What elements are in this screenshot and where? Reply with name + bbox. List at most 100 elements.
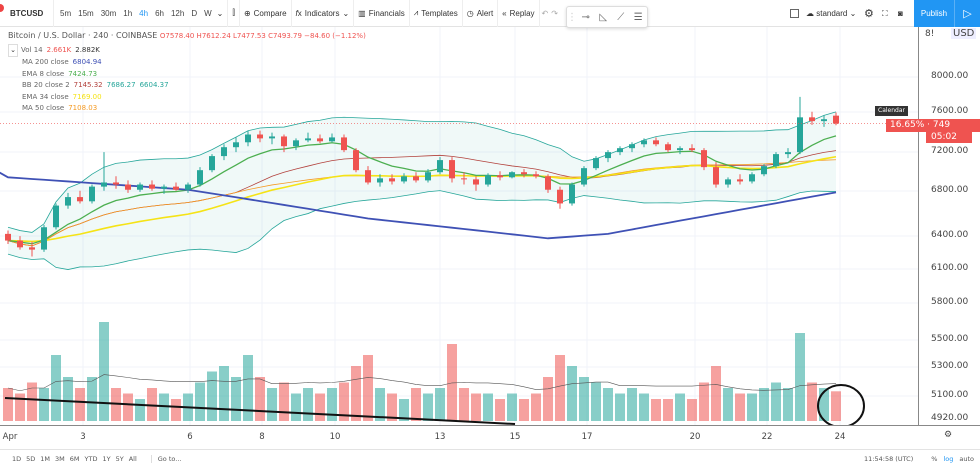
candle-body — [461, 178, 467, 180]
chart-type-button[interactable]: ⫿ — [228, 0, 240, 27]
interval-15m[interactable]: 15m — [78, 8, 94, 18]
publish-button[interactable]: Publish — [914, 0, 954, 27]
candle-body — [65, 197, 71, 206]
fib-icon[interactable]: ☰ — [633, 11, 643, 23]
candle-body — [5, 233, 11, 241]
symbol-search[interactable]: BTCUSD — [0, 0, 54, 27]
candle-body — [593, 158, 599, 169]
indicator-row[interactable]: BB 20 close 2 7145.32 7686.27 6604.37 — [8, 80, 366, 92]
horizontal-line-icon[interactable]: ⊸ — [581, 11, 590, 23]
trend-line-icon[interactable]: ⟋ — [617, 11, 625, 23]
indicator-name: MA 200 close — [22, 58, 69, 66]
range-1M[interactable]: 1M — [40, 455, 51, 463]
axis-tick: 8000.00 — [931, 71, 969, 81]
indicator-value: 2.661K — [46, 45, 72, 54]
indicator-row[interactable]: EMA 8 close 7424.73 — [8, 69, 366, 81]
indicator-row[interactable]: MA 200 close 6804.94 — [8, 57, 366, 69]
fullscreen-icon[interactable]: ⛶ — [882, 8, 888, 18]
collapse-chevron-icon[interactable]: ⌄ — [8, 43, 18, 57]
interval-W[interactable]: W — [204, 8, 212, 18]
goto-button[interactable]: Go to... — [150, 455, 181, 463]
camera-icon[interactable]: ◙ — [898, 9, 903, 18]
interval-12h[interactable]: 12h — [170, 8, 185, 18]
interval-1h[interactable]: 1h — [123, 8, 133, 18]
volume-bar — [651, 399, 661, 421]
volume-bar — [291, 393, 301, 421]
candle-body — [221, 147, 227, 157]
candle-body — [509, 172, 515, 178]
replay-button[interactable]: «Replay — [498, 0, 540, 27]
candle-body — [113, 182, 119, 185]
interval-D[interactable]: D — [191, 8, 198, 18]
candle-body — [521, 172, 527, 175]
price-axis[interactable]: 8! USD 8000.00 7600.00 7200.00 6800.00 6400.… — [875, 27, 980, 425]
redo-icon[interactable]: ↷ — [551, 8, 558, 18]
legend: Bitcoin / U.S. Dollar · 240 · COINBASE O… — [8, 30, 366, 115]
axis-settings-icon[interactable]: ⚙ — [944, 430, 953, 440]
drawing-toolbar: ⋮ ⊸ ◺ ⟋ ☰ — [566, 6, 648, 28]
range-1Y[interactable]: 1Y — [102, 455, 111, 463]
candle-body — [161, 186, 167, 189]
compare-button[interactable]: ⊕ Compare — [240, 0, 292, 27]
square-icon-wrap[interactable] — [790, 0, 799, 27]
angle-icon[interactable]: ◺ — [599, 11, 608, 23]
indicators-label: Indicators — [304, 8, 340, 18]
play-icon[interactable]: ▷ — [954, 0, 980, 27]
indicator-row[interactable]: ⌄ Vol 14 2.661K 2.882K — [8, 43, 366, 57]
candle-body — [725, 179, 731, 185]
rewind-icon: « — [502, 8, 507, 18]
candle-body — [761, 166, 767, 175]
log-toggle[interactable]: log — [943, 455, 954, 463]
volume-bar — [327, 388, 337, 421]
candle-body — [605, 152, 611, 159]
volume-bar — [675, 393, 685, 421]
range-YTD[interactable]: YTD — [84, 455, 98, 463]
volume-bar — [135, 399, 145, 421]
ohlc-values: O7578.40 H7612.24 L7477.53 C7493.79 −84.… — [159, 32, 366, 40]
volume-bar — [735, 393, 745, 421]
clock-time[interactable]: 11:54:58 (UTC) — [864, 455, 914, 463]
auto-toggle[interactable]: auto — [959, 455, 974, 463]
square-icon[interactable] — [790, 9, 799, 18]
interval-5m[interactable]: 5m — [60, 8, 72, 18]
templates-button[interactable]: ⩘ Templates — [410, 0, 463, 27]
range-3M[interactable]: 3M — [55, 455, 65, 463]
interval-30m[interactable]: 30m — [100, 8, 117, 18]
candle-body — [785, 152, 791, 155]
interval-4h[interactable]: 4h — [139, 8, 149, 18]
candle-body — [149, 184, 155, 189]
layout-button[interactable]: ☁ standard ⌄ — [806, 0, 856, 27]
price-chart[interactable] — [0, 27, 918, 425]
settings-icon[interactable]: ⚙ — [864, 8, 874, 20]
candle-body — [257, 134, 263, 139]
symbol-title: Bitcoin / U.S. Dollar · 240 · COINBASE — [8, 31, 158, 40]
indicator-row[interactable]: MA 50 close 7108.03 — [8, 103, 366, 115]
range-6M[interactable]: 6M — [69, 455, 80, 463]
candle-body — [17, 240, 23, 248]
candle-body — [809, 117, 815, 122]
date-tick: 20 — [689, 432, 701, 442]
interval-6h[interactable]: 6h — [155, 8, 164, 18]
indicator-row[interactable]: EMA 34 close 7169.00 — [8, 92, 366, 104]
volume-bar — [495, 399, 505, 421]
candle-body — [569, 184, 575, 204]
candle-body — [293, 140, 299, 147]
range-All[interactable]: All — [128, 455, 137, 463]
financials-button[interactable]: ▥ Financials — [354, 0, 410, 27]
percent-toggle[interactable]: % — [931, 455, 938, 463]
undo-icon[interactable]: ↶ — [541, 8, 549, 18]
axis-tick: 5300.00 — [931, 361, 969, 371]
currency-label[interactable]: USD — [951, 28, 977, 39]
range-5D[interactable]: 5D — [26, 455, 36, 463]
candle-body — [713, 167, 719, 185]
candle-body — [389, 178, 395, 182]
range-5Y[interactable]: 5Y — [115, 455, 124, 463]
candle-body — [641, 140, 647, 145]
candle-body — [581, 168, 587, 185]
drag-handle-icon[interactable]: ⋮ — [567, 11, 577, 23]
alert-button[interactable]: ◷ Alert — [463, 0, 499, 27]
indicators-button[interactable]: fx Indicators ⌄ — [292, 0, 355, 27]
interval-dropdown-icon[interactable]: ⌄ — [216, 8, 224, 18]
time-axis[interactable]: ⚙ Apr 3 6 8 10 13 15 17 20 22 24 — [0, 425, 980, 449]
range-1D[interactable]: 1D — [12, 455, 22, 463]
